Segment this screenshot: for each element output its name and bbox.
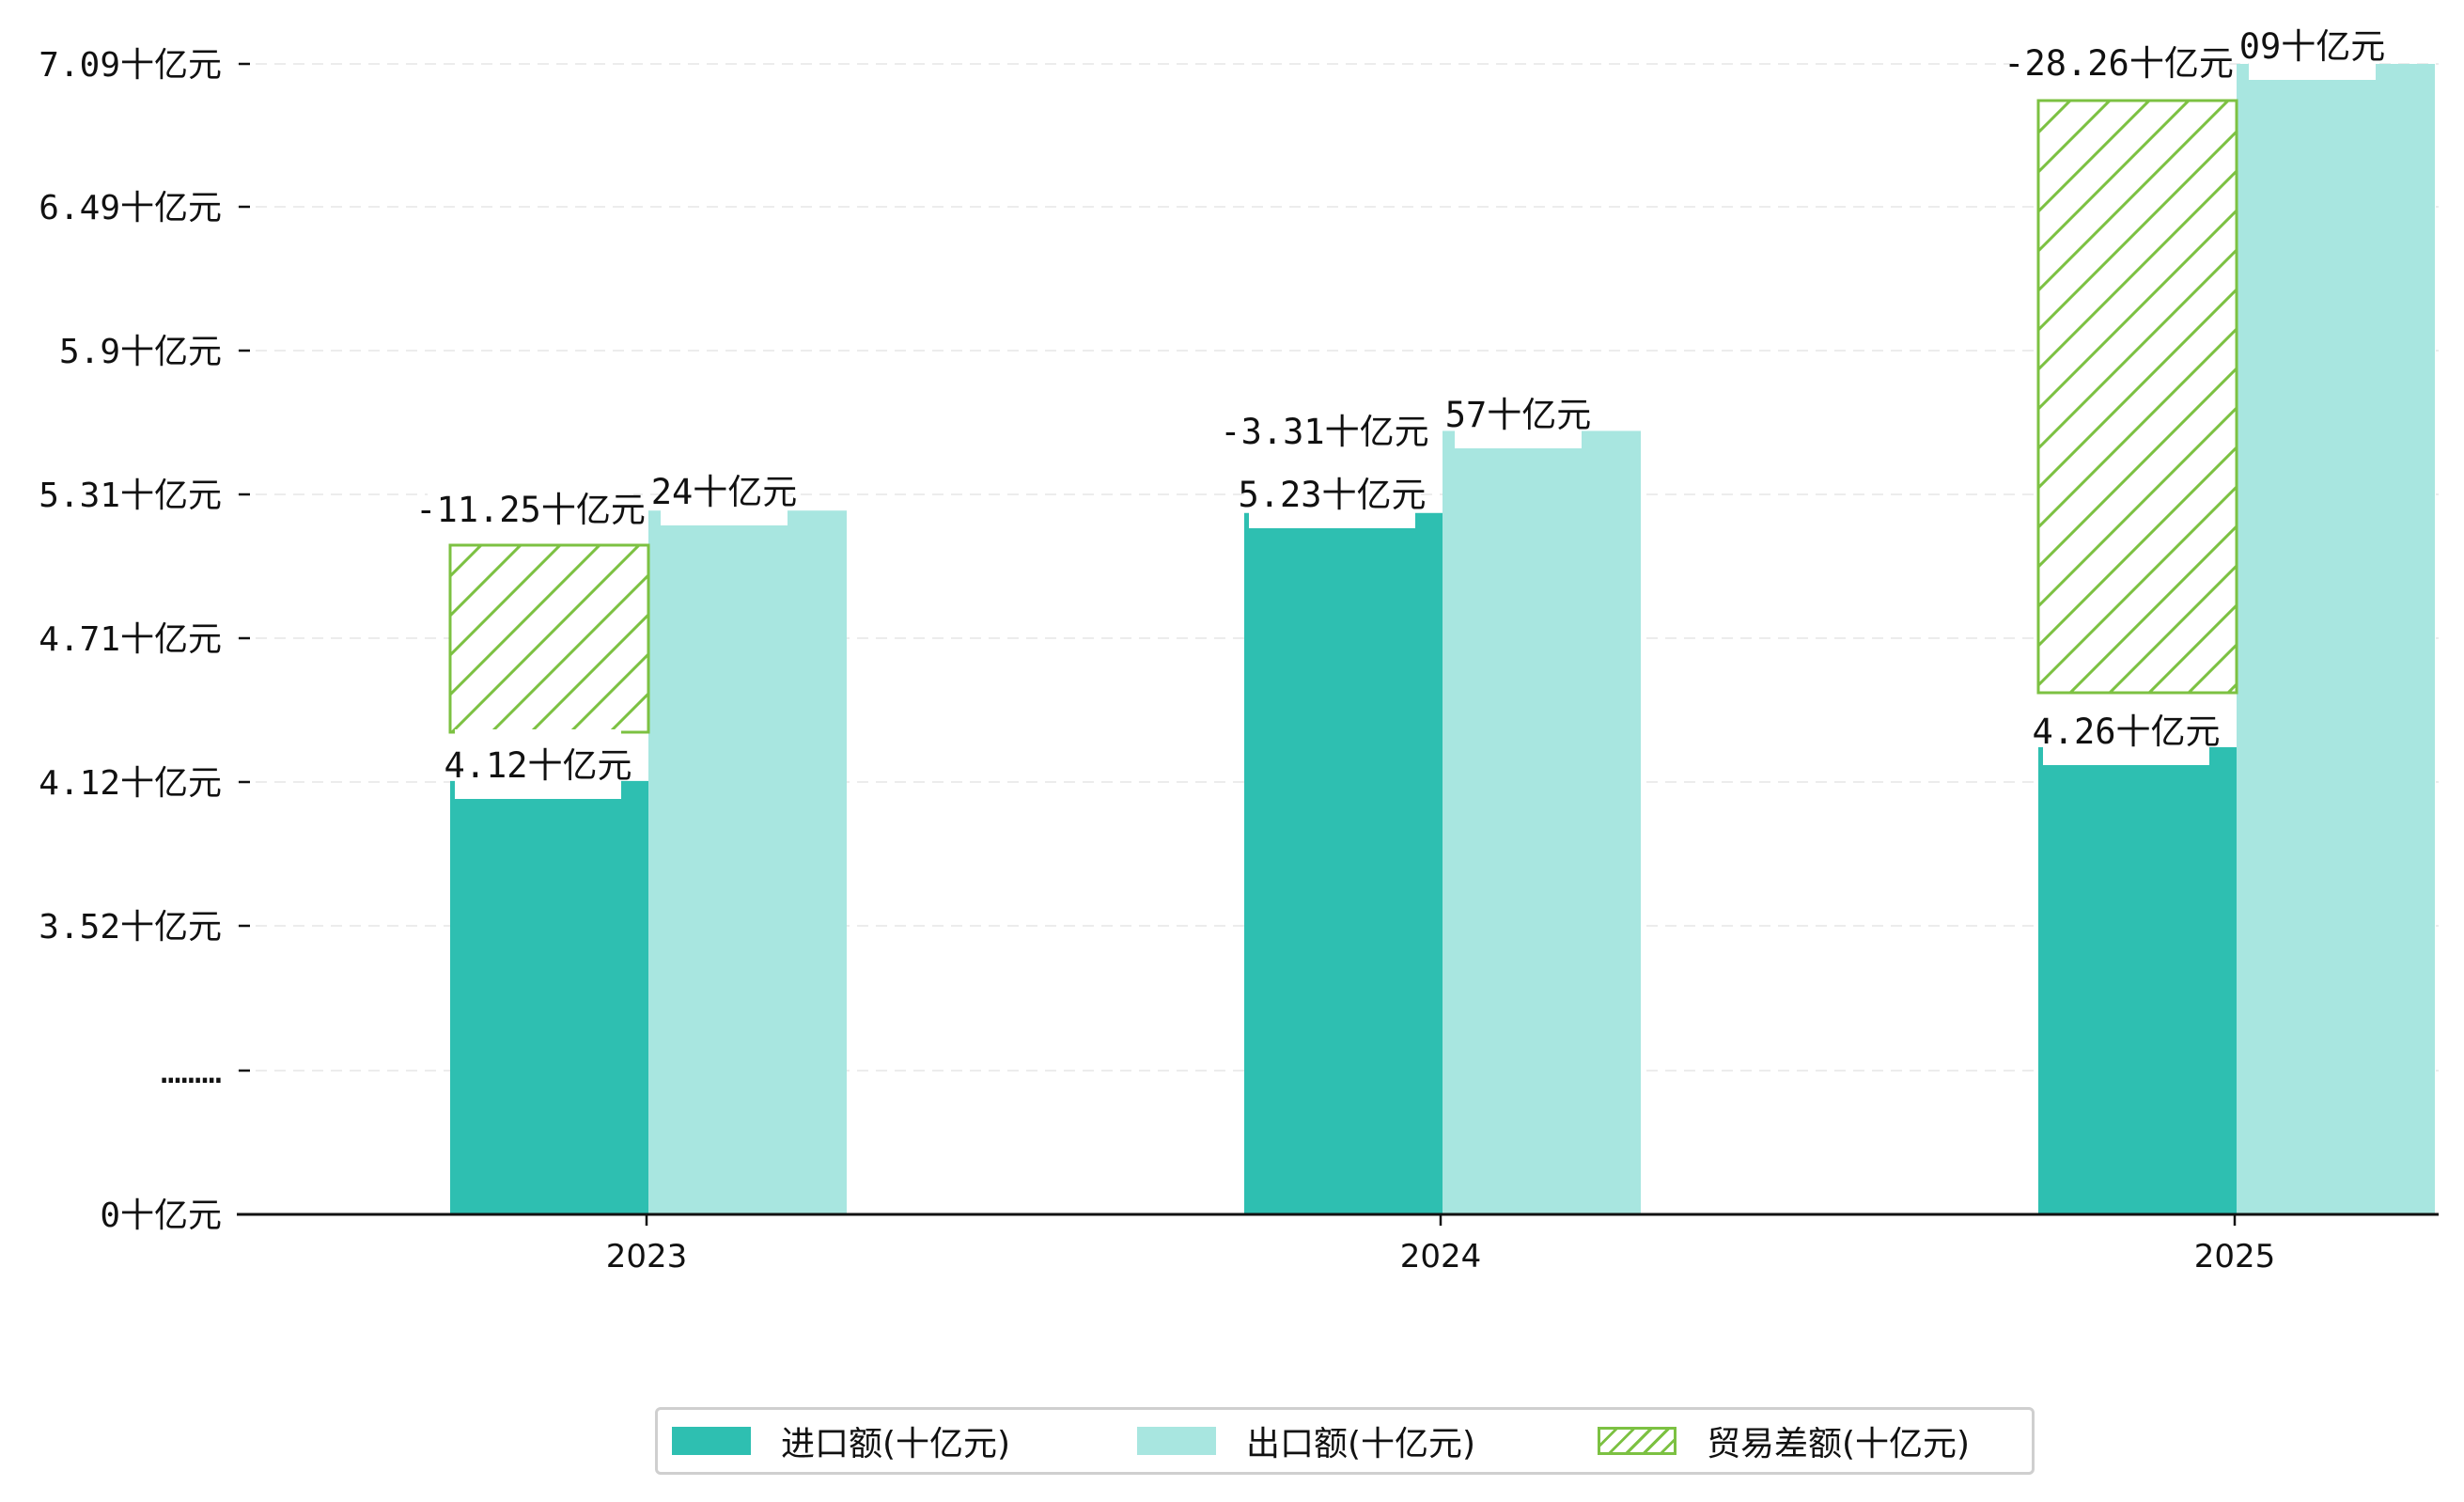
data-label-import: 4.12十亿元 xyxy=(444,729,632,799)
data-label-export: 09十亿元 xyxy=(2239,10,2386,80)
legend-item-export: 出口额(十亿元) xyxy=(1137,1410,1475,1472)
data-label-balance-box xyxy=(2016,27,2222,97)
data-label-balance: -11.25十亿元 xyxy=(415,474,646,543)
bar-import xyxy=(450,780,648,1214)
data-label-import-text: 5.23十亿元 xyxy=(1238,475,1426,515)
legend-label-import: 进口额(十亿元) xyxy=(781,1425,1011,1463)
bars xyxy=(448,64,2435,1214)
data-label-export-box xyxy=(1455,379,1582,448)
legend-item-import: 进口额(十亿元) xyxy=(672,1410,1010,1472)
y-tick-label: ……… xyxy=(161,1053,222,1091)
x-tick-label: 2025 xyxy=(2194,1238,2276,1275)
x-axis: 2023 2024 2025 xyxy=(606,1214,2276,1275)
legend-swatch-balance xyxy=(1598,1427,1676,1455)
bar-trade-balance xyxy=(2036,99,2238,695)
legend: 进口额(十亿元) 出口额(十亿元) 贸易差额(十亿元) xyxy=(655,1407,2035,1475)
data-label-export: 24十亿元 xyxy=(651,456,798,525)
bar-export xyxy=(2237,64,2435,1214)
data-label-import-box xyxy=(1249,459,1415,528)
legend-swatch-import xyxy=(672,1427,751,1455)
data-label-export: 57十亿元 xyxy=(1445,379,1592,448)
data-label-export-box xyxy=(2249,10,2376,80)
legend-label-export: 出口额(十亿元) xyxy=(1246,1425,1476,1463)
y-tick-label: 4.71十亿元 xyxy=(39,620,222,659)
y-tick-label: 5.9十亿元 xyxy=(59,333,222,371)
data-label-balance-text: -3.31十亿元 xyxy=(1220,412,1428,452)
data-label-import: 5.23十亿元 xyxy=(1238,459,1427,528)
data-label-balance: -3.31十亿元 xyxy=(1220,396,1429,465)
data-label-import-box xyxy=(455,729,621,799)
y-tick-label: 0十亿元 xyxy=(100,1197,222,1235)
data-label-import-box xyxy=(2043,696,2209,765)
bar-trade-balance xyxy=(448,543,650,734)
data-label-balance-text: -11.25十亿元 xyxy=(415,490,646,530)
legend-label-balance: 贸易差额(十亿元) xyxy=(1707,1425,1971,1463)
data-label-balance: -28.26十亿元 xyxy=(2004,27,2234,97)
data-label-import-text: 4.26十亿元 xyxy=(2032,712,2220,752)
y-tick-label: 5.31十亿元 xyxy=(39,477,222,515)
bar-export xyxy=(648,510,847,1214)
legend-swatch-export xyxy=(1137,1427,1216,1455)
bar-import xyxy=(2038,746,2237,1214)
data-label-import-text: 4.12十亿元 xyxy=(444,745,632,786)
data-label-export-text: 24十亿元 xyxy=(651,472,798,512)
x-tick-label: 2024 xyxy=(1400,1238,1482,1275)
data-label-export-text: 09十亿元 xyxy=(2239,26,2386,67)
bar-import xyxy=(1244,512,1443,1214)
data-label-balance-text: -28.26十亿元 xyxy=(2004,43,2234,84)
y-tick-label: 7.09十亿元 xyxy=(39,46,222,85)
y-axis: 0十亿元 ……… 3.52十亿元 4.12十亿元 4.71十亿元 5.31十亿元 5.9十亿… xyxy=(39,46,250,1235)
bar-export xyxy=(1443,430,1641,1214)
y-tick-label: 4.12十亿元 xyxy=(39,764,222,803)
data-label-export-box xyxy=(661,456,788,525)
legend-item-balance: 贸易差额(十亿元) xyxy=(1598,1410,1970,1472)
data-label-balance-box xyxy=(428,474,633,543)
y-tick-label: 3.52十亿元 xyxy=(39,908,222,947)
y-tick-label: 6.49十亿元 xyxy=(39,189,222,227)
data-label-export-text: 57十亿元 xyxy=(1445,395,1592,435)
data-label-balance-box xyxy=(1231,396,1418,465)
x-tick-label: 2023 xyxy=(606,1238,688,1275)
data-label-import: 4.26十亿元 xyxy=(2032,696,2221,765)
data-labels: 4.12十亿元 24十亿元-11.25十亿元 5.23十亿元 57十亿元 -3.31十亿… xyxy=(415,10,2385,799)
